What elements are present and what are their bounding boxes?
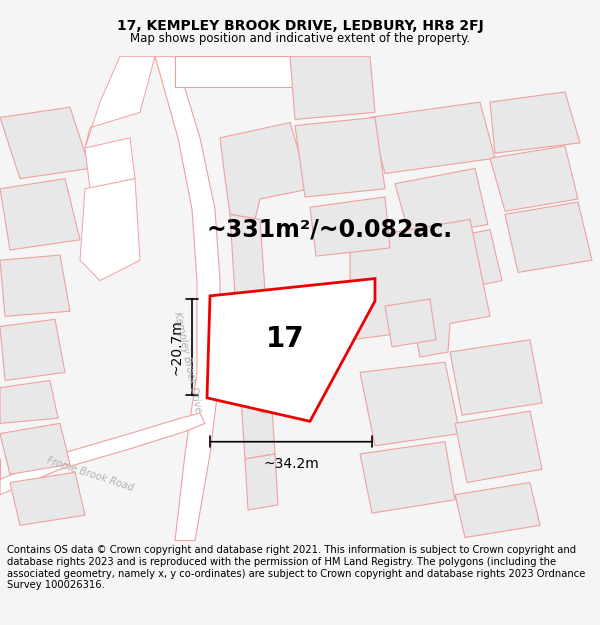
Text: Contains OS data © Crown copyright and database right 2021. This information is : Contains OS data © Crown copyright and d… (7, 545, 586, 590)
Polygon shape (235, 291, 270, 378)
Text: ~34.2m: ~34.2m (263, 457, 319, 471)
Polygon shape (0, 381, 58, 423)
Polygon shape (295, 118, 385, 197)
Polygon shape (80, 179, 140, 281)
Polygon shape (450, 340, 542, 415)
Polygon shape (230, 214, 265, 296)
Text: ~20.7m: ~20.7m (169, 319, 183, 375)
Text: Frome Brook Road: Frome Brook Road (46, 456, 134, 493)
Polygon shape (0, 319, 65, 381)
Polygon shape (85, 56, 155, 148)
Polygon shape (490, 146, 578, 211)
Polygon shape (360, 442, 455, 513)
Polygon shape (490, 92, 580, 153)
Polygon shape (360, 362, 460, 446)
Polygon shape (0, 179, 80, 250)
Polygon shape (207, 279, 375, 421)
Text: 17, KEMPLEY BROOK DRIVE, LEDBURY, HR8 2FJ: 17, KEMPLEY BROOK DRIVE, LEDBURY, HR8 2F… (116, 19, 484, 33)
Polygon shape (245, 454, 278, 510)
Polygon shape (10, 472, 85, 526)
Polygon shape (350, 219, 490, 357)
Polygon shape (0, 107, 90, 179)
Polygon shape (505, 202, 592, 272)
Text: Kempley Brook Drive: Kempley Brook Drive (259, 311, 287, 414)
Polygon shape (415, 229, 502, 296)
Text: Map shows position and indicative extent of the property.: Map shows position and indicative extent… (130, 32, 470, 45)
Polygon shape (220, 122, 310, 219)
Polygon shape (395, 168, 488, 238)
Text: Kempley Brook Drive: Kempley Brook Drive (172, 311, 203, 414)
Polygon shape (175, 56, 320, 87)
Polygon shape (290, 56, 375, 119)
Polygon shape (240, 378, 275, 459)
Text: 17: 17 (266, 325, 305, 353)
Polygon shape (0, 413, 205, 495)
Polygon shape (0, 255, 70, 316)
Polygon shape (455, 411, 542, 482)
Polygon shape (85, 138, 135, 189)
Polygon shape (370, 102, 495, 174)
Polygon shape (455, 482, 540, 538)
Polygon shape (0, 423, 70, 474)
Polygon shape (310, 197, 390, 256)
Text: ~331m²/~0.082ac.: ~331m²/~0.082ac. (207, 217, 453, 242)
Polygon shape (385, 299, 436, 347)
Polygon shape (155, 56, 220, 541)
